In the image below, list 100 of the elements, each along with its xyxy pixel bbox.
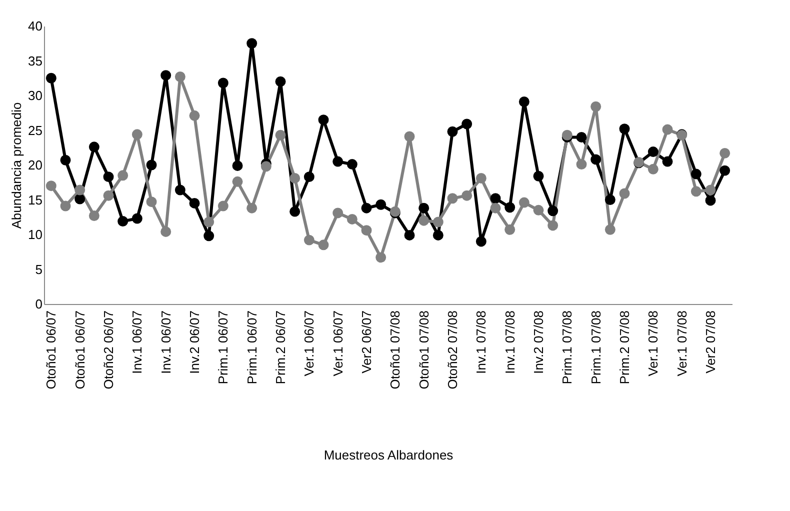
point (246, 38, 258, 49)
point (604, 194, 616, 205)
x-tick-label: Prim.1 07/08 (560, 310, 575, 384)
point (118, 216, 128, 227)
point (662, 124, 673, 135)
point (60, 154, 71, 166)
point (346, 159, 358, 170)
point (432, 216, 444, 228)
point (504, 224, 516, 235)
point (518, 197, 530, 208)
x-tick-label: Prim.2 07/08 (617, 310, 632, 384)
x-tick-label: Ver2 06/07 (359, 310, 374, 374)
x-tick-label: Prim.1 07/08 (588, 310, 604, 384)
point (189, 110, 200, 121)
point (705, 195, 716, 206)
point (146, 160, 157, 170)
x-tick-label: Ver.1 06/07 (330, 310, 346, 376)
point (447, 193, 458, 204)
point (404, 230, 415, 240)
point (576, 132, 587, 142)
point (246, 202, 258, 214)
point (88, 210, 100, 221)
point (490, 202, 501, 214)
point (260, 161, 272, 172)
point (590, 101, 602, 112)
point (504, 202, 516, 213)
point (74, 194, 86, 204)
point (174, 184, 186, 196)
point (548, 220, 558, 231)
x-tick-label: Inv.1 07/08 (502, 310, 518, 374)
point (232, 176, 243, 187)
x-tick-label: Inv.2 07/08 (531, 310, 546, 374)
x-tick-label: Otoño1 07/08 (416, 310, 432, 390)
point (290, 172, 300, 184)
y-tick-label: 35 (28, 53, 42, 68)
point (275, 76, 286, 87)
point (275, 130, 286, 140)
x-tick-label: Otoño2 06/07 (101, 310, 116, 390)
x-tick-label: Otoño2 07/08 (445, 310, 460, 390)
point (46, 72, 56, 84)
point (619, 124, 630, 134)
y-tick-label: 5 (35, 262, 42, 277)
point (103, 172, 114, 182)
point (132, 129, 142, 140)
point (648, 164, 658, 174)
point (160, 70, 172, 81)
x-tick-label: Inv.1 07/08 (474, 310, 489, 374)
point (60, 200, 71, 212)
point (533, 170, 544, 182)
point (548, 206, 558, 216)
point (576, 159, 587, 170)
point (404, 131, 415, 142)
x-tick-label: Inv.1 06/07 (130, 310, 145, 374)
y-tick-label: 10 (28, 227, 42, 242)
point (720, 165, 730, 176)
point (118, 170, 128, 181)
point (304, 172, 314, 182)
y-tick-label: 30 (28, 88, 42, 103)
point (132, 213, 142, 224)
point (103, 190, 114, 201)
point (476, 236, 486, 247)
point (361, 202, 372, 214)
point (218, 200, 228, 212)
point (74, 184, 86, 196)
point (304, 234, 314, 246)
point (232, 160, 243, 171)
point (590, 154, 602, 165)
point (218, 78, 228, 88)
point (690, 186, 702, 197)
point (189, 198, 200, 208)
y-tick-label: 25 (28, 122, 42, 138)
x-tick-label: Ver.1 07/08 (674, 310, 690, 376)
point (418, 215, 430, 226)
point (46, 180, 56, 192)
x-axis-title: Muestreos Albardones (324, 447, 454, 462)
x-tick-label: Otoño1 06/07 (72, 310, 88, 390)
point (648, 146, 658, 158)
point (462, 118, 472, 130)
point (418, 202, 430, 214)
point (318, 114, 329, 126)
y-axis-title: Abundancia promedio (9, 102, 24, 229)
point (476, 172, 486, 184)
point (204, 216, 214, 228)
point (432, 230, 444, 240)
point (361, 225, 372, 236)
point (705, 184, 716, 196)
point (204, 230, 214, 242)
point (490, 193, 501, 204)
x-tick-label: Ver.1 07/08 (646, 310, 661, 376)
point (146, 196, 157, 208)
x-tick-label: Prim.2 06/07 (273, 310, 288, 384)
point (604, 224, 616, 235)
point (376, 199, 386, 210)
point (720, 148, 730, 158)
x-tick-label: Prim.1 06/07 (244, 310, 260, 384)
x-tick-label: Ver.1 06/07 (302, 310, 317, 376)
point (332, 156, 344, 167)
y-tick-label: 20 (28, 158, 42, 172)
point (518, 96, 530, 107)
point (290, 206, 300, 217)
